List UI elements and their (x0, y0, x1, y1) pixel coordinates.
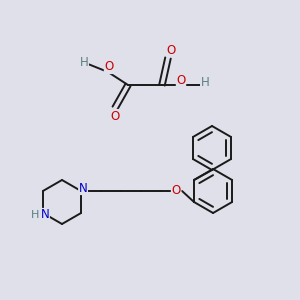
Text: N: N (79, 182, 87, 194)
Text: O: O (171, 184, 181, 196)
Text: O: O (110, 110, 120, 122)
Text: O: O (176, 74, 186, 86)
Text: H: H (201, 76, 209, 89)
Text: H: H (31, 210, 39, 220)
Text: H: H (80, 56, 88, 68)
Text: N: N (40, 208, 49, 221)
Text: O: O (104, 61, 114, 74)
Text: O: O (167, 44, 176, 56)
